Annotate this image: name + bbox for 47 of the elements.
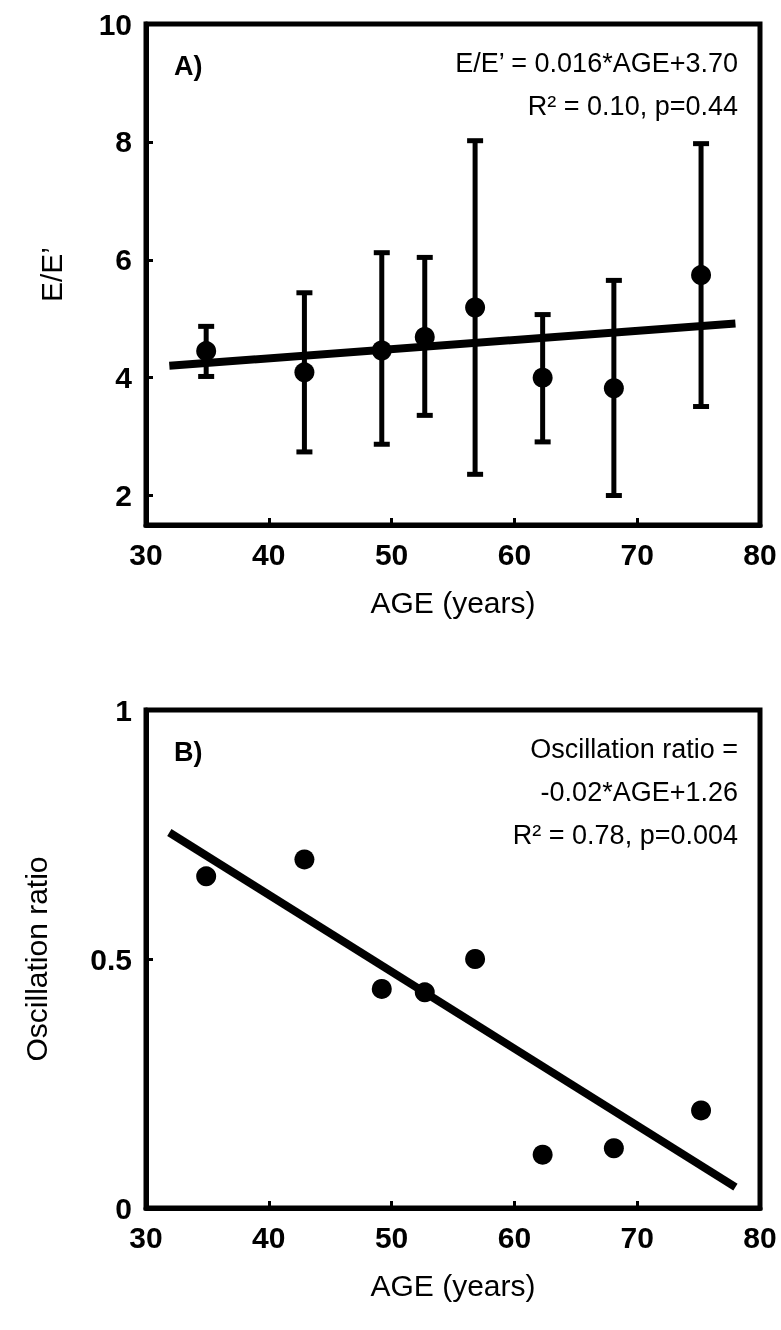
y-tick-label: 10	[98, 7, 132, 41]
annotation: B)	[174, 736, 203, 767]
annotation: Oscillation ratio =	[530, 733, 738, 764]
point	[532, 367, 553, 388]
x-tick-label: 50	[374, 537, 409, 571]
point	[414, 982, 435, 1003]
y-tick-label: 0	[115, 1191, 132, 1225]
annotation: A)	[174, 50, 203, 81]
point	[465, 297, 486, 318]
y-tick-label: 4	[115, 361, 133, 395]
x-tick-label: 50	[374, 1220, 409, 1254]
x-axis-title: AGE (years)	[370, 585, 536, 619]
annotation: R² = 0.10, p=0.44	[527, 90, 738, 121]
x-tick-label: 40	[252, 537, 286, 571]
point	[371, 978, 392, 999]
point	[414, 326, 435, 347]
point	[371, 340, 392, 361]
point	[691, 1100, 712, 1121]
x-tick-label: 30	[129, 537, 163, 571]
x-axis-title: AGE (years)	[370, 1268, 536, 1302]
annotation: R² = 0.78, p=0.004	[512, 819, 738, 850]
y-tick-label: 6	[115, 243, 132, 277]
point	[603, 378, 624, 399]
x-tick-label: 60	[497, 1220, 532, 1254]
x-tick-label: 60	[497, 537, 532, 571]
point	[196, 866, 217, 887]
y-tick-label: 2	[115, 479, 132, 513]
y-tick-label: 0.5	[90, 942, 132, 976]
x-tick-label: 80	[743, 1220, 777, 1254]
x-tick-label: 30	[129, 1220, 163, 1254]
x-tick-label: 70	[620, 537, 654, 571]
y-tick-label: 1	[115, 693, 132, 727]
annotation: E/E’ = 0.016*AGE+3.70	[455, 47, 738, 78]
annotation: -0.02*AGE+1.26	[540, 776, 738, 807]
point	[603, 1138, 624, 1159]
point	[532, 1144, 553, 1165]
y-axis-title: Oscillation ratio	[19, 856, 53, 1062]
point	[465, 949, 486, 969]
x-tick-label: 70	[620, 1220, 654, 1254]
y-tick-label: 8	[115, 125, 132, 159]
x-tick-label: 40	[252, 1220, 286, 1254]
point	[196, 341, 217, 362]
point	[691, 265, 712, 286]
point	[294, 362, 315, 383]
x-tick-label: 80	[743, 537, 777, 571]
point	[294, 849, 315, 870]
y-axis-title: E/E’	[34, 246, 68, 303]
